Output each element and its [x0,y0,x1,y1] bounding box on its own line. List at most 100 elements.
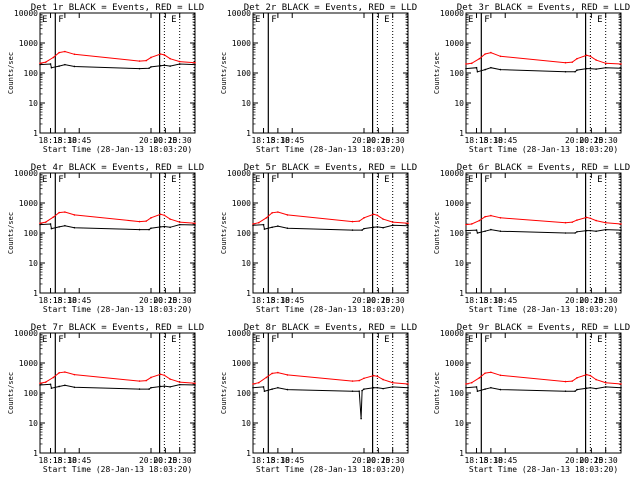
series-point-lld [64,371,66,373]
y-axis-label: Counts/sec [433,372,441,414]
series-point-events [620,386,622,389]
series-point-events [499,230,502,232]
y-tick-label: 100 [237,229,252,238]
series-point-events [194,384,196,386]
series-point-events [150,66,152,68]
x-tick-label: 20:15 [153,136,177,145]
series-point-lld [271,212,273,214]
series-point-events [263,228,266,230]
series-point-events [499,388,502,391]
series-point-lld [490,214,492,217]
x-tick-label: 20:15 [366,296,390,305]
series-point-events [262,223,265,226]
series-point-lld [363,217,365,219]
x-tick-label: 20:00 [139,456,163,465]
series-point-events [407,224,409,227]
y-tick-label: 100 [237,389,252,398]
series-point-events [58,226,60,228]
series-point-events [564,70,567,73]
series-point-lld [620,63,622,65]
series-point-events [148,228,150,231]
series-point-events [252,224,254,227]
x-tick-label: 18:15 [251,136,275,145]
series-point-lld [178,221,181,223]
series-line-lld [252,211,409,225]
series-point-events [49,383,52,386]
series-point-lld [595,59,597,61]
series-point-events [271,388,273,390]
series-point-events [49,223,52,225]
y-axis-label: Counts/sec [220,52,228,94]
series-point-events [159,226,162,228]
series-point-lld [620,383,622,385]
series-point-events [620,229,622,231]
y-tick-label: 10000 [227,9,251,18]
marker-label: E [255,335,260,345]
series-point-lld [484,372,486,374]
marker-label: F [484,15,489,25]
series-point-lld [277,211,279,213]
marker-label: E [468,175,473,185]
series-point-lld [145,59,148,62]
series-point-events [64,63,66,66]
x-axis-label: Start Time (28-Jan-13 18:03:20) [256,145,405,154]
series-point-lld [252,223,254,225]
x-axis-label: Start Time (28-Jan-13 18:03:20) [469,305,618,314]
x-tick-label: 18:15 [464,456,488,465]
series-point-lld [271,372,273,375]
series-point-events [252,386,254,389]
series-point-lld [178,381,181,383]
series-point-lld [484,215,486,218]
chart-title: Det 8r BLACK = Events, RED = LLD [244,323,417,333]
series-point-events [490,386,492,389]
series-point-events [576,388,578,391]
series-point-lld [138,380,141,382]
marker-label: E [255,15,260,25]
series-point-lld [490,371,492,374]
series-point-events [490,228,492,231]
chart-panel: Det 5r BLACK = Events, RED = LLD 1 10 100 10… [220,163,417,314]
series-point-lld [376,214,379,217]
marker-label: E [171,175,176,185]
x-tick-label: 20:30 [594,456,618,465]
series-point-lld [465,63,467,65]
series-point-lld [163,54,166,56]
marker-label: E [384,175,389,185]
series-point-events [58,65,60,67]
y-tick-label: 100 [24,389,39,398]
series-point-lld [138,60,141,62]
marker-label: F [58,175,63,185]
series-point-lld [145,379,148,382]
series-point-events [194,63,196,66]
series-point-events [150,386,152,389]
series-point-lld [470,223,473,225]
x-tick-label: 18:15 [38,136,62,145]
series-line-events [39,383,196,390]
series-point-lld [576,57,578,60]
series-point-events [58,385,60,388]
series-point-lld [73,53,76,56]
series-point-events [277,386,279,389]
series-point-lld [351,220,354,223]
series-point-lld [44,61,47,63]
plot-frame [252,332,409,454]
series-point-events [391,386,394,388]
series-point-lld [58,51,60,54]
marker-label: F [58,335,63,345]
series-point-lld [620,223,622,225]
x-tick-label: 20:30 [168,296,192,305]
series-point-lld [478,219,481,222]
series-point-events [372,226,375,229]
x-tick-label: 18:45 [280,456,304,465]
series-point-events [465,386,467,389]
x-tick-label: 18:30 [53,136,77,145]
series-point-events [574,232,576,234]
marker-label: F [484,335,489,345]
x-tick-label: 18:45 [493,456,517,465]
y-tick-label: 1 [246,449,251,458]
chart-panel: Det 8r BLACK = Events, RED = LLD 1 10 100 10… [220,323,417,474]
y-tick-label: 1000 [445,39,464,48]
series-line-lld [465,52,622,65]
y-tick-label: 1 [459,129,464,138]
x-tick-label: 20:15 [153,296,177,305]
